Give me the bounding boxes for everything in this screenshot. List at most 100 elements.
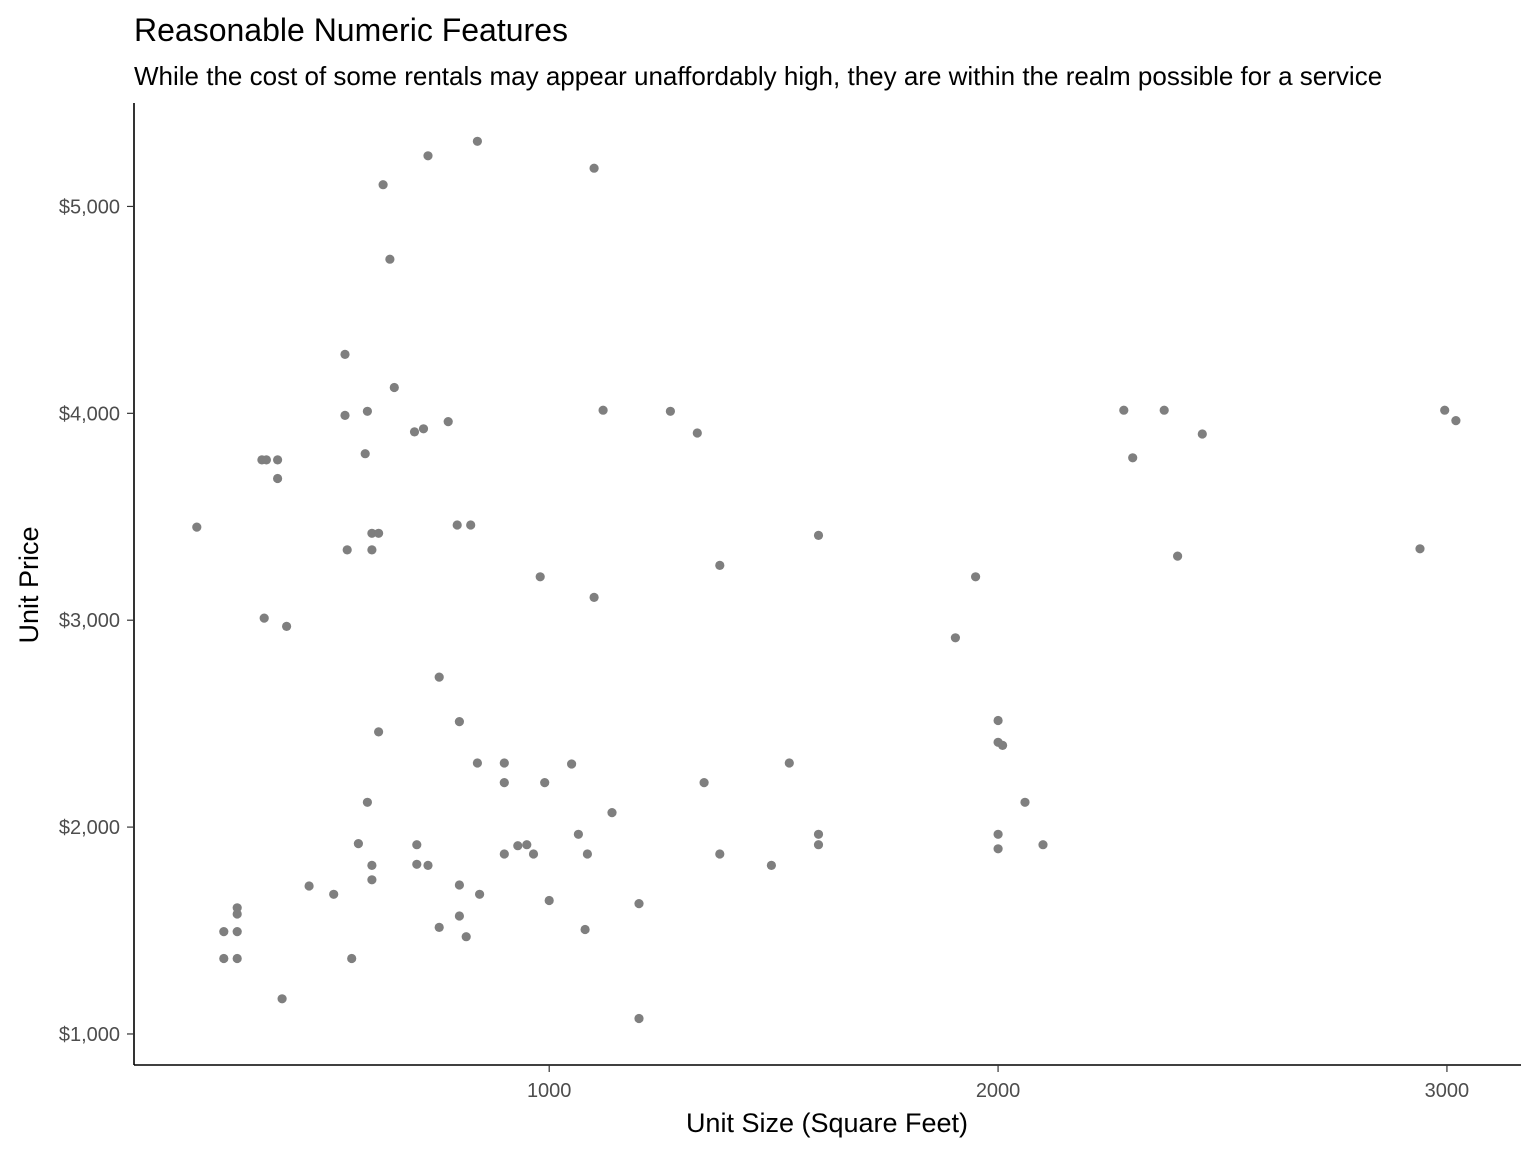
data-point-32	[389, 382, 399, 393]
data-point-67	[607, 808, 617, 818]
data-point-69	[634, 1013, 644, 1024]
data-point-48	[472, 136, 482, 146]
data-point-94	[1415, 544, 1425, 554]
data-point-60	[567, 759, 577, 769]
y-axis-ticks: $1,000 $2,000 $3,000 $4,000 $5,000	[59, 196, 134, 1046]
data-point-62	[580, 924, 590, 935]
data-point-66	[598, 405, 608, 415]
y-tick-label-4: $5,000	[59, 196, 120, 218]
data-point-74	[715, 849, 725, 859]
data-point-95	[1440, 405, 1450, 415]
data-point-77	[813, 530, 824, 541]
data-point-89	[1119, 405, 1129, 415]
y-axis-title: Unit Price	[14, 526, 44, 643]
data-point-68	[634, 899, 644, 909]
data-point-23	[362, 797, 372, 807]
y-tick-label-1: $2,000	[59, 817, 120, 839]
data-point-96	[1451, 416, 1461, 426]
data-point-80	[950, 633, 961, 643]
data-point-49	[472, 758, 482, 768]
data-point-36	[418, 424, 429, 434]
chart-title: Reasonable Numeric Features	[134, 12, 568, 48]
data-point-52	[499, 778, 509, 788]
data-point-70	[665, 406, 676, 416]
data-point-75	[766, 860, 777, 871]
data-point-12	[277, 994, 287, 1004]
data-point-31	[385, 254, 395, 264]
data-point-18	[342, 545, 352, 555]
data-point-45	[454, 911, 464, 921]
data-point-0	[192, 522, 202, 532]
data-point-24	[367, 528, 377, 538]
data-point-22	[362, 406, 372, 416]
data-point-71	[692, 428, 702, 438]
data-point-65	[589, 592, 599, 603]
data-point-82	[993, 715, 1003, 726]
y-tick-label-3: $4,000	[59, 403, 120, 425]
data-point-1	[219, 927, 229, 937]
data-point-46	[461, 932, 471, 942]
data-point-81	[971, 572, 981, 582]
data-point-9	[261, 455, 271, 465]
data-point-79	[813, 840, 824, 850]
data-point-85	[993, 844, 1003, 854]
data-point-91	[1159, 405, 1169, 415]
data-point-53	[499, 849, 509, 859]
data-point-14	[304, 881, 314, 891]
data-point-41	[443, 417, 453, 427]
data-point-54	[513, 841, 523, 851]
data-point-43	[454, 717, 464, 727]
data-point-64	[589, 163, 599, 173]
data-point-40	[434, 922, 444, 933]
data-point-5	[232, 927, 242, 937]
data-point-4	[232, 909, 242, 919]
x-axis-ticks: 1000 2000 3000	[527, 1065, 1469, 1102]
data-point-29	[374, 727, 384, 737]
data-point-33	[409, 427, 420, 437]
data-point-90	[1128, 453, 1138, 463]
data-point-72	[699, 778, 709, 788]
data-point-87	[1020, 797, 1030, 807]
data-point-56	[528, 849, 539, 859]
data-point-17	[340, 410, 350, 420]
data-point-47	[466, 520, 476, 530]
data-point-19	[347, 953, 357, 964]
data-point-73	[715, 560, 725, 571]
data-point-84	[993, 829, 1003, 839]
data-point-34	[412, 840, 422, 850]
data-point-92	[1173, 551, 1183, 561]
x-axis-title: Unit Size (Square Feet)	[686, 1108, 968, 1138]
y-tick-label-0: $1,000	[59, 1024, 120, 1046]
data-point-88	[1038, 840, 1048, 850]
data-point-21	[360, 449, 370, 459]
data-point-42	[452, 520, 462, 530]
data-point-86	[998, 740, 1008, 751]
data-point-30	[378, 180, 388, 190]
data-point-55	[522, 840, 532, 850]
data-point-28	[374, 528, 384, 538]
data-point-37	[423, 151, 433, 161]
chart-subtitle: While the cost of some rentals may appea…	[134, 61, 1382, 91]
data-point-61	[573, 829, 584, 839]
data-point-26	[367, 860, 377, 871]
data-point-38	[423, 860, 433, 871]
y-tick-label-2: $3,000	[59, 610, 120, 632]
data-point-58	[540, 778, 550, 788]
data-point-8	[259, 613, 269, 623]
data-point-39	[434, 672, 444, 682]
data-point-51	[499, 758, 509, 768]
data-point-20	[353, 839, 363, 849]
data-point-2	[219, 953, 229, 964]
data-point-35	[412, 859, 422, 869]
data-point-16	[340, 349, 350, 359]
x-tick-label-1: 2000	[976, 1080, 1021, 1102]
data-point-44	[454, 880, 464, 890]
data-point-13	[282, 621, 292, 632]
data-point-25	[367, 545, 377, 555]
x-tick-label-0: 1000	[527, 1080, 572, 1102]
data-point-10	[273, 455, 283, 465]
data-point-93	[1197, 429, 1207, 439]
data-point-6	[232, 953, 242, 964]
data-point-63	[582, 849, 593, 859]
